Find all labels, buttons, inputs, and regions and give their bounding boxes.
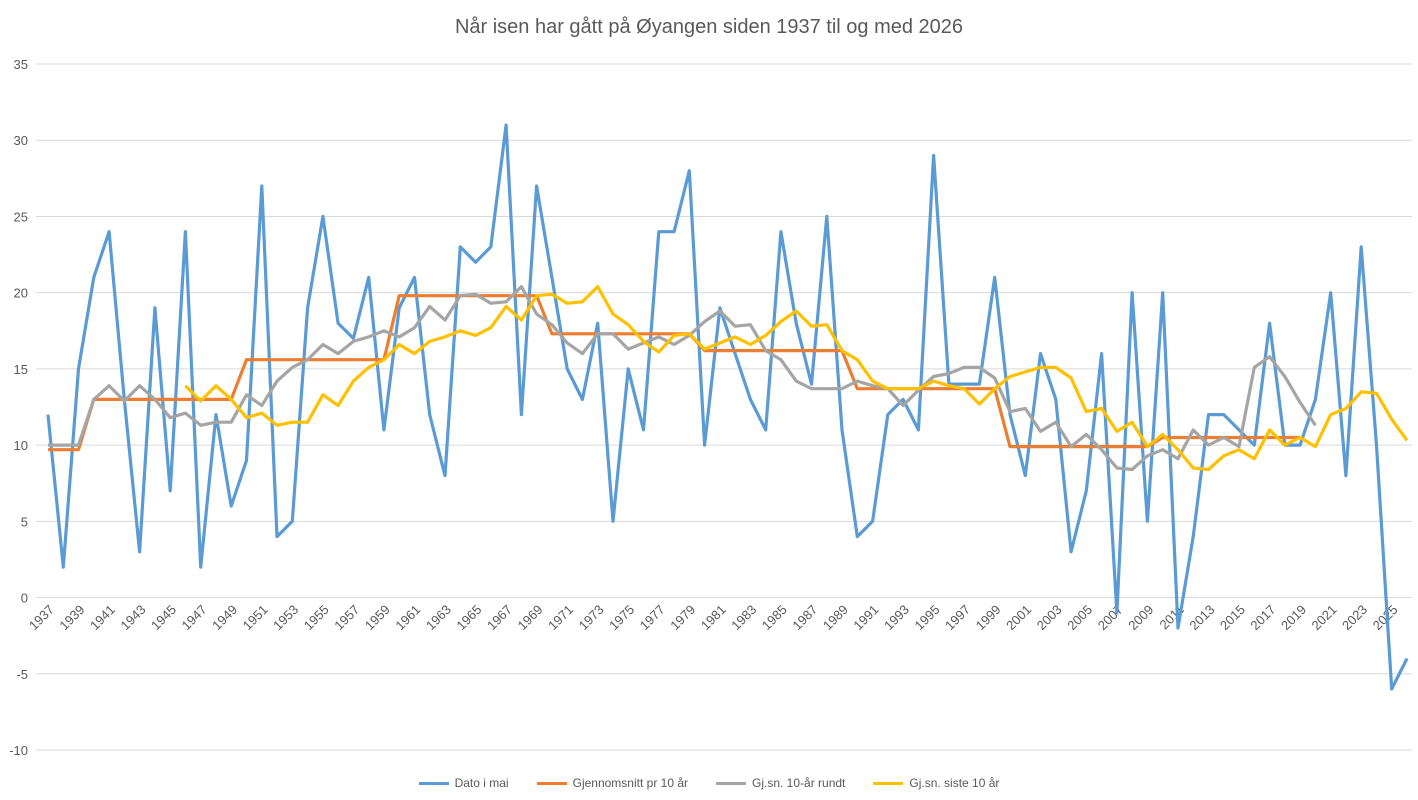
x-tick-label: 2013 — [1186, 602, 1217, 633]
x-tick-label: 1981 — [698, 602, 729, 633]
x-tick-label: 2009 — [1125, 602, 1156, 633]
legend-item: Gj.sn. siste 10 år — [873, 776, 999, 790]
series-line-3 — [48, 285, 1317, 472]
y-tick-label: -10 — [9, 743, 28, 758]
x-tick-label: 2023 — [1339, 602, 1370, 633]
x-tick-label: 1969 — [515, 602, 546, 633]
x-tick-label: 1951 — [240, 602, 271, 633]
x-tick-label: 1941 — [87, 602, 118, 633]
chart-title: Når isen har gått på Øyangen siden 1937 … — [454, 16, 964, 38]
x-tick-label: 1977 — [637, 602, 668, 633]
x-tick-label: 1975 — [606, 602, 637, 633]
x-tick-label: 1997 — [942, 602, 973, 633]
legend-swatch — [716, 781, 746, 785]
x-tick-label: 1955 — [301, 602, 332, 633]
x-tick-label: 1987 — [789, 602, 820, 633]
x-tick-label: 2017 — [1247, 602, 1278, 633]
x-tick-label: 1995 — [912, 602, 943, 633]
y-tick-label: 15 — [14, 362, 28, 377]
legend-label: Gjennomsnitt pr 10 år — [572, 776, 688, 790]
x-tick-label: 1993 — [881, 602, 912, 633]
legend-swatch — [873, 781, 904, 785]
x-tick-label: 1999 — [973, 602, 1004, 633]
x-tick-label: 2021 — [1309, 602, 1340, 633]
y-tick-label: 30 — [14, 133, 28, 148]
y-tick-label: 5 — [21, 514, 28, 529]
legend-label: Dato i mai — [454, 776, 509, 790]
x-tick-label: 2003 — [1034, 602, 1065, 633]
x-tick-label: 1967 — [484, 602, 515, 633]
y-tick-label: 0 — [21, 591, 28, 606]
x-tick-label: 1989 — [820, 602, 851, 633]
x-tick-label: 1961 — [392, 602, 423, 633]
legend-label: Gj.sn. 10-år rundt — [752, 776, 846, 790]
x-tick-label: 1973 — [576, 602, 607, 633]
x-tick-label: 1965 — [453, 602, 484, 633]
x-tick-label: 2005 — [1064, 602, 1095, 633]
x-tick-label: 1953 — [270, 602, 301, 633]
x-tick-label: 1971 — [545, 602, 576, 633]
x-tick-label: 1979 — [667, 602, 698, 633]
legend-item: Gj.sn. 10-år rundt — [716, 776, 845, 790]
legend-swatch — [536, 781, 567, 785]
x-tick-label: 2007 — [1095, 602, 1126, 633]
legend: Dato i mai Gjennomsnitt pr 10 år Gj.sn. 10… — [0, 776, 1418, 790]
x-tick-label: 1959 — [362, 602, 393, 633]
y-tick-label: 10 — [14, 438, 28, 453]
legend-label: Gj.sn. siste 10 år — [909, 776, 1000, 790]
x-tick-label: 1983 — [728, 602, 759, 633]
legend-item: Dato i mai — [418, 776, 509, 790]
x-tick-label: 2015 — [1217, 602, 1248, 633]
y-tick-label: 35 — [14, 57, 28, 72]
y-tick-label: -5 — [16, 667, 28, 682]
x-tick-label: 1937 — [26, 602, 57, 633]
y-tick-label: 25 — [14, 209, 28, 224]
x-tick-label: 1943 — [118, 602, 149, 633]
x-tick-label: 1985 — [759, 602, 790, 633]
x-tick-label: 1939 — [56, 602, 87, 633]
x-tick-label: 1947 — [179, 602, 210, 633]
legend-item: Gjennomsnitt pr 10 år — [536, 776, 688, 790]
x-tick-label: 2001 — [1003, 602, 1034, 633]
series-line-1 — [46, 123, 1409, 691]
x-tick-label: 2019 — [1278, 602, 1309, 633]
x-tick-label: 1949 — [209, 602, 240, 633]
series-line-4 — [184, 285, 1409, 472]
x-tick-label: 1957 — [331, 602, 362, 633]
x-tick-label: 1945 — [148, 602, 179, 633]
x-tick-label: 1991 — [850, 602, 881, 633]
x-tick-label: 1963 — [423, 602, 454, 633]
legend-swatch — [418, 781, 449, 785]
y-tick-label: 20 — [14, 286, 28, 301]
